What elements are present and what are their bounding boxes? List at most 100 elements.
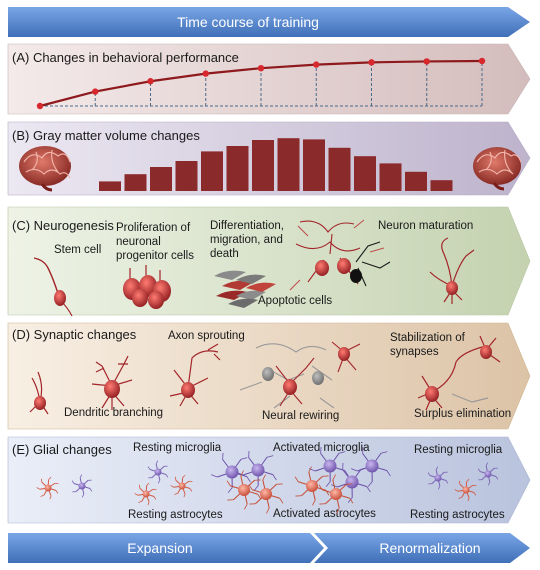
glial-soma [365,459,379,473]
performance-point [36,102,44,110]
glial-soma [251,463,265,477]
panel-d-title: (D) Synaptic changes [12,327,137,342]
neuron-soma [337,258,351,274]
performance-point [92,88,99,95]
performance-point [147,78,154,85]
neuron-soma [338,347,350,361]
resting-microglia-label: Resting microglia [414,444,503,456]
glial-process [147,501,150,506]
apoptotic-cell-soma [350,269,362,283]
time-course-arrow: Time course of training [8,7,530,37]
glial-process [189,488,193,492]
neuron-soma [104,380,120,398]
glial-process [380,451,388,454]
glial-process [79,474,83,478]
glial-process [318,484,323,490]
neuron-soma [480,345,492,359]
performance-point [202,70,209,77]
gray-matter-bar [99,181,121,191]
neural-rewiring-label: Neural rewiring [262,410,339,422]
glial-process [473,492,477,496]
renormalization-arrow: Renormalization [314,533,530,563]
differentiation-label-line1: Differentiation, [210,220,284,232]
glial-soma [323,459,337,473]
gray-matter-bar [277,138,300,191]
panel-e-title: (E) Glial changes [12,442,112,457]
glial-process [487,482,491,486]
resting-microglia [71,474,93,498]
glial-process [240,457,248,460]
glial-process [445,480,449,484]
resting-astrocyte [454,478,477,502]
brain-icon [19,146,71,192]
gray-matter-bar [430,180,453,191]
glial-process [165,474,169,478]
glial-soma [260,488,272,500]
resting-astrocytes-label: Resting astrocytes [410,509,505,521]
glial-process [237,472,244,476]
activated-microglia [351,446,391,487]
glial-soma [484,470,492,478]
glial-process [338,451,346,454]
axon-sprouting-label: Axon sprouting [168,330,245,342]
glial-process [211,474,218,478]
glial-process [279,498,284,504]
time-course-label: Time course of training [177,14,319,30]
glial-process [351,468,358,472]
glial-process [466,478,470,482]
glial-process [36,487,40,490]
glial-process [386,470,391,477]
panel-a-title: (A) Changes in behavioral performance [12,50,239,65]
gray-matter-bar [405,171,427,191]
glial-process [325,481,331,487]
glial-soma [154,468,162,476]
glial-process [312,499,316,506]
stabilization-label-line1: Stabilization of [390,332,466,344]
performance-point [478,57,486,65]
glial-soma [44,484,52,492]
glial-process [227,487,233,493]
gray-matter-bar [226,146,249,191]
glial-process [147,466,151,470]
neuron-soma [446,281,458,295]
differentiation-label-line2: migration, and [210,234,283,246]
glial-process [71,480,75,484]
glial-process [240,470,244,477]
glial-process [262,474,266,481]
glial-process [253,485,259,491]
gray-matter-bar [354,156,376,191]
gray-matter-bar [124,174,147,191]
glial-process [183,493,186,498]
proliferation-label-line1: Proliferation of [116,222,191,234]
glial-soma [306,480,318,492]
proliferation-label-line2: neuronal [116,236,161,248]
neuron-soma [181,382,195,398]
glial-process [495,476,499,480]
gray-matter-bar [379,163,402,191]
stem-cell-icon [33,257,73,317]
glial-process [81,494,85,498]
panel-b: (B) Gray matter volume changes [7,121,531,196]
gray-matter-bar [252,140,274,191]
glial-process [308,466,312,473]
activated-microglia [211,452,251,493]
glial-process [48,476,52,480]
glial-process [427,472,431,476]
glial-soma [225,465,239,479]
activated-microglia [331,462,371,503]
gray-matter-bar [201,151,223,191]
glial-process [49,495,52,500]
glial-process [226,480,231,486]
glial-process [336,507,340,514]
neuron-soma [315,260,329,276]
glial-process [153,496,157,500]
surplus-elimination-label: Surplus elimination [414,408,511,420]
glial-process [477,468,481,472]
glial-process [40,494,44,497]
gray-matter-bar [328,147,351,191]
glial-process [266,455,274,458]
progenitor-cells-icon [123,265,171,309]
activated-astrocytes-label: Activated astrocytes [273,508,376,520]
